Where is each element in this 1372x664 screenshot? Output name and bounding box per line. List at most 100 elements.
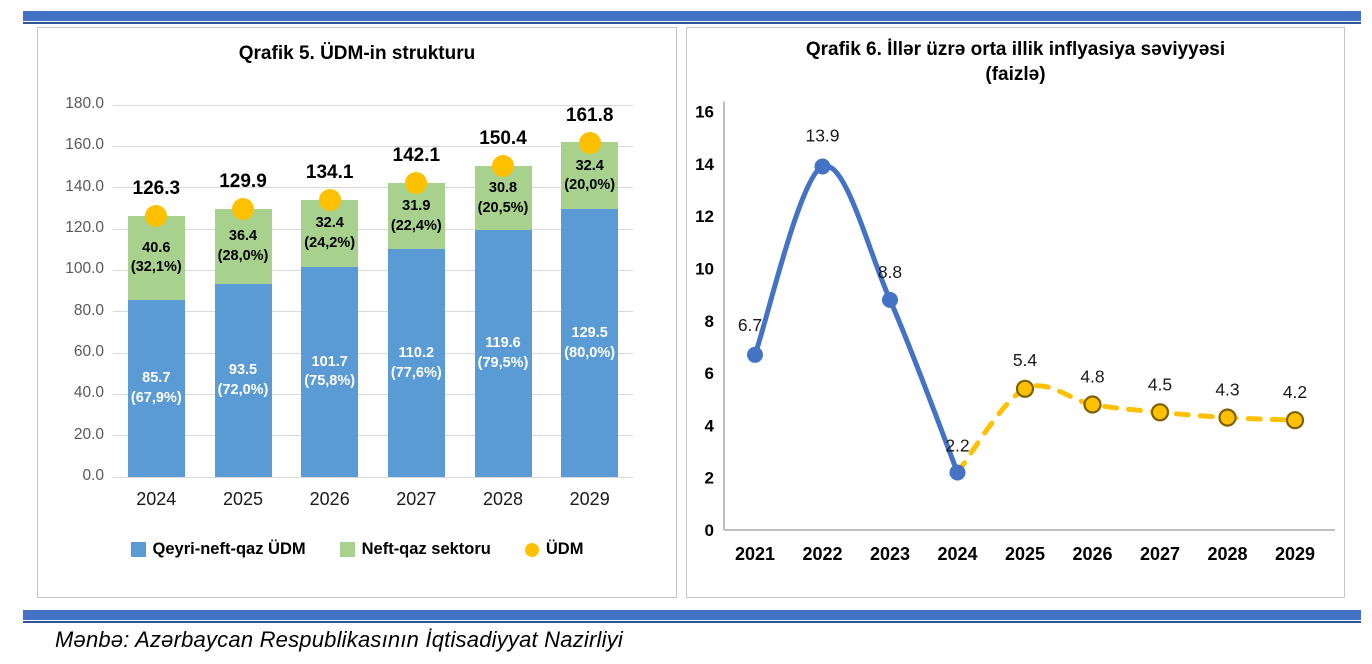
bar-segment-neft-qaz xyxy=(301,199,359,267)
y-axis-tick-label: 120.0 xyxy=(65,219,104,236)
bar-label-neft-qaz: 32.4 (20,0%) xyxy=(564,157,616,194)
bottom-divider-bar-fill xyxy=(23,610,1361,620)
legend-item: Neft-qaz sektoru xyxy=(339,540,491,559)
data-point-marker xyxy=(1218,408,1237,427)
bar-segment-qeyri-neft-qaz xyxy=(474,229,532,477)
x-axis-year-label: 2025 xyxy=(1005,544,1045,564)
bottom-divider-bar-edge xyxy=(23,621,1361,623)
y-axis-tick-label: 80.0 xyxy=(73,301,104,319)
bar-segment-qeyri-neft-qaz xyxy=(387,249,445,477)
bar-label-qeyri-neft-qaz: 85.7 (67,9%) xyxy=(130,370,182,406)
x-axis-year-label: 2029 xyxy=(1275,544,1315,564)
x-axis-year-label: 2029 xyxy=(569,489,610,509)
inflation-panel: Qrafik 6. İllər üzrə orta illik inflyasi… xyxy=(686,27,1345,598)
data-point-label: 4.8 xyxy=(1080,367,1104,387)
y-axis-tick-label: 10 xyxy=(695,260,714,279)
top-divider-bar-fill xyxy=(23,11,1361,21)
bottom-divider-bar xyxy=(23,610,1361,623)
inflation-line-svg: 0 2 4 6 8 10 12 14 16 2021 2022 2023 2024 2025 2026 202… xyxy=(695,101,1335,564)
chart6-title-line2: (faizlə) xyxy=(985,63,1046,85)
chart6-title: Qrafik 6. İllər üzrə orta illik inflyasi… xyxy=(693,38,1338,87)
y-axis-tick-label: 0.0 xyxy=(82,467,104,484)
y-axis-tick-label: 180.0 xyxy=(65,95,104,112)
inflation-chart: 0 2 4 6 8 10 12 14 16 2021 2022 2023 2024 2025 2026 202… xyxy=(687,28,1344,597)
data-point-label: 5.4 xyxy=(1013,350,1038,370)
udm-total-label: 134.1 xyxy=(305,161,354,183)
bar-label-neft-qaz: 30.8 (20,5%) xyxy=(477,180,529,216)
y-axis-tick-label: 100.0 xyxy=(65,260,104,278)
gdp-structure-panel: Qrafik 5. ÜDM-in strukturu 0.0 20.0 40.0 60… xyxy=(37,27,677,598)
x-axis-year-label: 2021 xyxy=(735,544,775,564)
udm-scatter-dot xyxy=(318,188,341,211)
y-gridline xyxy=(113,311,633,313)
udm-total-label: 150.4 xyxy=(479,128,527,150)
y-gridline xyxy=(113,145,633,147)
data-point-label: 13.9 xyxy=(805,126,839,146)
data-point-label: 4.3 xyxy=(1215,380,1239,400)
bar-label-neft-qaz: 36.4 (28,0%) xyxy=(217,228,269,264)
data-point-marker xyxy=(814,158,831,175)
y-gridline xyxy=(113,435,633,437)
y-axis-tick-label: 60.0 xyxy=(73,343,104,360)
y-axis-tick-label: 160.0 xyxy=(65,136,104,154)
top-divider-bar xyxy=(23,11,1361,24)
chart5-legend: Qeyri-neft-qaz ÜDM Neft-qaz sektoru ÜDM xyxy=(38,540,676,559)
x-axis-year-label: 2026 xyxy=(309,489,350,509)
y-axis-tick-label: 20.0 xyxy=(73,425,104,443)
y-axis-tick-label: 8 xyxy=(705,312,714,331)
source-note: Mənbə: Azərbaycan Respublikasının İqtisa… xyxy=(55,627,623,652)
x-axis-year-label: 2024 xyxy=(136,489,177,509)
legend-item: Qeyri-neft-qaz ÜDM xyxy=(130,540,306,559)
udm-total-label: 129.9 xyxy=(219,170,267,192)
x-axis-year-label: 2023 xyxy=(870,544,910,564)
x-axis-year-label: 2027 xyxy=(396,489,437,509)
udm-scatter-dot xyxy=(405,172,428,195)
data-point-label: 6.7 xyxy=(738,315,762,335)
data-point-marker xyxy=(747,346,763,363)
top-divider-bar-edge xyxy=(23,22,1361,24)
data-point-label: 4.5 xyxy=(1148,374,1172,394)
x-axis-year-label: 2024 xyxy=(937,544,977,564)
data-point-label: 2.2 xyxy=(945,436,969,456)
y-axis-tick-label: 6 xyxy=(705,364,714,383)
y-axis-tick-label: 0 xyxy=(705,521,714,540)
actual-line xyxy=(752,163,960,475)
udm-scatter-dot xyxy=(232,197,254,220)
x-axis-year-label: 2022 xyxy=(802,544,842,564)
x-axis-year-label: 2025 xyxy=(222,489,264,509)
data-point-marker xyxy=(1285,411,1305,430)
y-axis-tick-label: 2 xyxy=(705,469,714,488)
udm-total-label: 142.1 xyxy=(392,145,441,167)
chart5-title: Qrafik 5. ÜDM-in strukturu xyxy=(238,43,476,64)
bar-label-neft-qaz: 40.6 (32,1%) xyxy=(130,239,182,276)
legend-item-label: ÜDM xyxy=(545,540,584,558)
y-gridline xyxy=(113,187,633,189)
bar-label-qeyri-neft-qaz: 129.5 (80,0%) xyxy=(564,325,616,361)
x-axis-year-label: 2028 xyxy=(482,489,524,509)
bar-label-qeyri-neft-qaz: 119.6 (79,5%) xyxy=(477,335,529,371)
data-point-marker xyxy=(1150,403,1170,422)
bar-segment-qeyri-neft-qaz xyxy=(214,283,272,477)
y-gridline xyxy=(113,104,633,106)
y-gridline xyxy=(113,228,633,230)
gdp-structure-chart: 0.0 20.0 40.0 60.0 80.0 100.0 120.0 140.0 160.0 1… xyxy=(38,28,676,597)
forecast-line xyxy=(955,383,1298,475)
y-gridline xyxy=(113,269,633,271)
y-axis-tick-label: 140.0 xyxy=(65,177,104,195)
legend-item: ÜDM xyxy=(524,540,584,559)
legend-item-label: Neft-qaz sektoru xyxy=(361,540,491,558)
y-axis-tick-label: 4 xyxy=(705,416,715,435)
legend-swatch-qeyri-neft-qaz xyxy=(130,542,146,557)
y-gridline xyxy=(113,352,633,354)
data-point-marker xyxy=(1083,395,1102,414)
legend-swatch-neft-qaz xyxy=(339,542,355,557)
y-axis-tick-label: 14 xyxy=(695,155,714,174)
data-point-marker xyxy=(1015,379,1035,398)
y-axis-tick-label: 12 xyxy=(695,207,714,226)
bar-label-qeyri-neft-qaz: 110.2 (77,6%) xyxy=(390,345,442,381)
chart6-title-line1: Qrafik 6. İllər üzrə orta illik inflyasi… xyxy=(805,39,1226,60)
bar-segment-neft-qaz xyxy=(387,183,445,250)
udm-scatter-dot xyxy=(145,205,168,227)
y-gridline xyxy=(113,476,633,478)
